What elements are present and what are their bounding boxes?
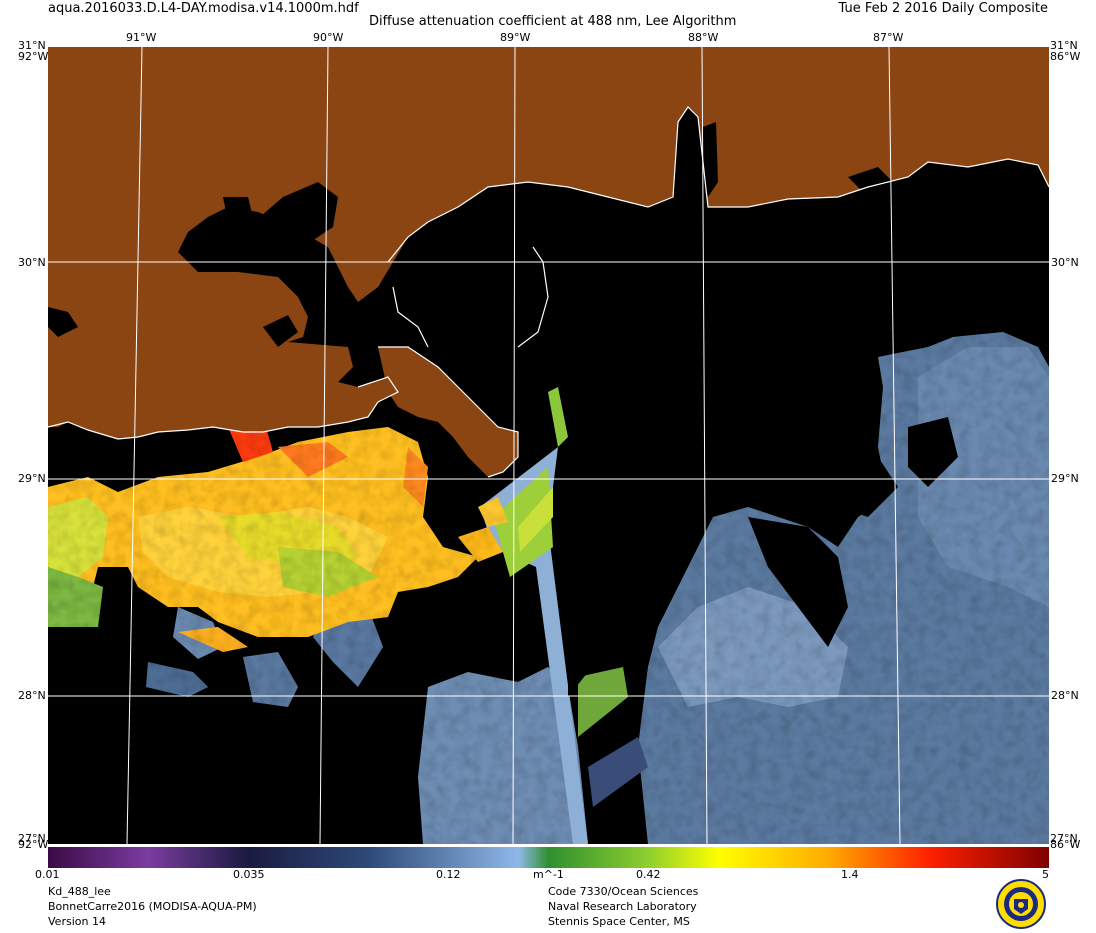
colorbar	[48, 847, 1049, 868]
data-source: BonnetCarre2016 (MODISA-AQUA-PM)	[48, 900, 257, 913]
lat-label-30n-left: 30°N	[18, 256, 46, 269]
product-name: Kd_488_lee	[48, 885, 111, 898]
colorbar-gradient	[48, 847, 1049, 868]
org-name: Naval Research Laboratory	[548, 900, 697, 913]
lakes	[48, 122, 893, 347]
colorbar-tick-5: 5	[1042, 868, 1049, 881]
filename: aqua.2016033.D.L4-DAY.modisa.v14.1000m.h…	[48, 1, 359, 16]
corner-lat-top-right: 31°N	[1050, 39, 1078, 52]
lon-label-87w: 87°W	[873, 31, 904, 44]
colorbar-unit: m^-1	[533, 868, 564, 881]
lon-label-90w: 90°W	[313, 31, 344, 44]
lon-label-88w: 88°W	[688, 31, 719, 44]
lat-label-28n-right: 28°N	[1051, 689, 1079, 702]
lat-label-30n-right: 30°N	[1051, 256, 1079, 269]
map-title: Diffuse attenuation coefficient at 488 n…	[369, 14, 737, 29]
corner-lon-top-right: 86°W	[1050, 50, 1081, 63]
colorbar-tick-2: 0.12	[436, 868, 461, 881]
navy-seal-icon	[996, 879, 1046, 929]
satellite-map	[48, 47, 1049, 844]
lat-label-28n-left: 28°N	[18, 689, 46, 702]
corner-lat-bottom-right: 27°N	[1050, 832, 1078, 845]
map-canvas	[48, 47, 1049, 844]
seal-graphic	[996, 879, 1046, 929]
colorbar-tick-1: 0.035	[233, 868, 265, 881]
cloud-gaps	[748, 417, 958, 647]
corner-lat-top-left: 31°N	[18, 39, 46, 52]
corner-lon-bottom-left: 92°W	[18, 838, 49, 851]
composite-date: Tue Feb 2 2016 Daily Composite	[838, 1, 1048, 16]
river-plume	[48, 417, 508, 652]
colorbar-tick-4: 1.4	[841, 868, 859, 881]
version: Version 14	[48, 915, 106, 928]
lon-label-91w: 91°W	[126, 31, 157, 44]
sensor-swath	[480, 387, 648, 844]
org-location: Stennis Space Center, MS	[548, 915, 690, 928]
corner-lat-bottom-left: 27°N	[18, 832, 46, 845]
colorbar-tick-3: 0.42	[636, 868, 661, 881]
corner-lon-bottom-right: 86°W	[1050, 838, 1081, 851]
org-code: Code 7330/Ocean Sciences	[548, 885, 699, 898]
corner-lon-top-left: 92°W	[18, 50, 49, 63]
lon-label-89w: 89°W	[500, 31, 531, 44]
colorbar-tick-0: 0.01	[35, 868, 60, 881]
lat-label-29n-right: 29°N	[1051, 472, 1079, 485]
lat-label-29n-left: 29°N	[18, 472, 46, 485]
graticule	[48, 47, 1049, 844]
